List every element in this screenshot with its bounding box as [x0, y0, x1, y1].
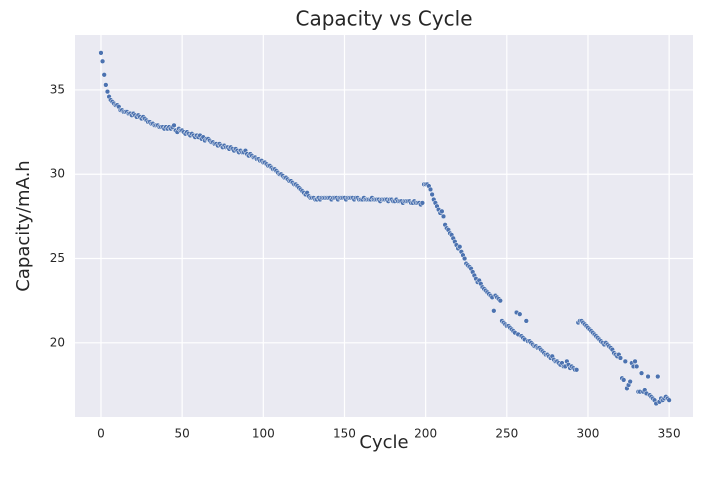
x-tick-label: 300: [577, 427, 600, 441]
point: [99, 58, 106, 64]
x-tick-label: 250: [495, 427, 518, 441]
point: [419, 200, 426, 206]
x-tick-label: 100: [252, 427, 275, 441]
x-tick-label: 200: [414, 427, 437, 441]
x-tick-label: 50: [174, 427, 189, 441]
point: [655, 373, 661, 380]
point: [645, 373, 651, 380]
point: [98, 50, 104, 56]
point: [491, 308, 497, 314]
y-tick-label: 35: [50, 82, 65, 96]
y-tick-label: 20: [50, 335, 65, 349]
point: [461, 255, 468, 262]
y-tick-label: 30: [50, 167, 65, 181]
point: [517, 311, 523, 317]
point: [622, 358, 628, 365]
point: [627, 378, 633, 385]
plot-area: [75, 35, 693, 417]
point: [638, 370, 645, 376]
chart-title: Capacity vs Cycle: [295, 7, 472, 31]
point: [523, 318, 529, 324]
y-axis-label: Capacity/mA.h: [13, 160, 34, 291]
point: [104, 88, 111, 95]
point: [621, 377, 627, 383]
point: [101, 72, 107, 78]
x-tick-label: 350: [658, 427, 681, 441]
y-tick-label: 25: [50, 251, 65, 265]
x-tick-label: 0: [97, 427, 105, 441]
point: [103, 82, 109, 88]
point: [427, 186, 434, 193]
point: [429, 191, 435, 198]
point: [632, 358, 638, 365]
point: [573, 367, 580, 373]
point: [617, 355, 624, 361]
point: [440, 213, 447, 220]
x-tick-label: 150: [333, 427, 356, 441]
point: [497, 298, 503, 304]
point: [457, 244, 463, 250]
point: [634, 363, 640, 370]
point: [171, 122, 177, 129]
point: [666, 397, 672, 403]
point: [439, 208, 445, 214]
x-axis-label: Cycle: [359, 432, 408, 453]
